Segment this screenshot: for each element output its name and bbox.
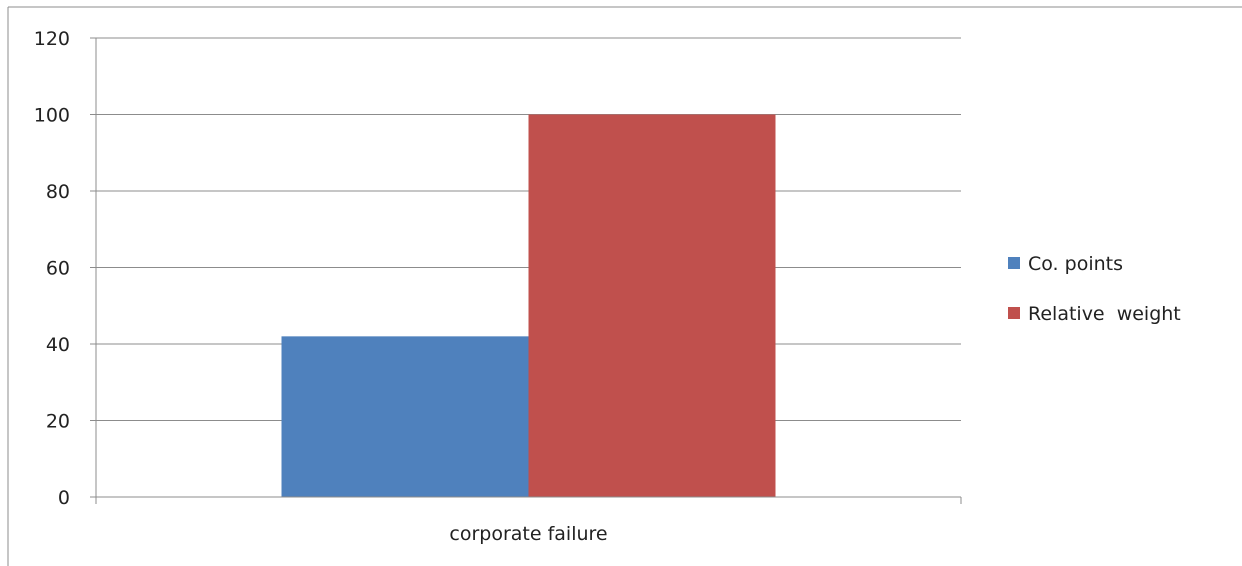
y-tick-label: 40 xyxy=(46,334,70,356)
bar-co-points xyxy=(281,336,529,497)
x-category-label: corporate failure xyxy=(449,523,607,545)
axes xyxy=(90,37,962,504)
y-tick-label: 80 xyxy=(46,181,70,203)
legend: Co. points Relative weight xyxy=(1008,253,1181,325)
y-tick-label: 120 xyxy=(34,28,70,50)
category-labels: corporate failure xyxy=(449,523,607,545)
bars xyxy=(281,114,776,497)
y-tick-label: 0 xyxy=(58,487,70,509)
y-tick-label: 100 xyxy=(34,105,70,127)
legend-swatch xyxy=(1008,307,1020,319)
bar-relative-weight xyxy=(528,114,776,497)
y-tick-label: 20 xyxy=(46,411,70,433)
legend-label: Relative weight xyxy=(1028,303,1181,325)
legend-swatch xyxy=(1008,257,1020,269)
y-tick-label: 60 xyxy=(46,258,70,280)
y-tick-labels: 0 20 40 60 80 100 120 xyxy=(34,28,70,509)
legend-label: Co. points xyxy=(1028,253,1123,275)
